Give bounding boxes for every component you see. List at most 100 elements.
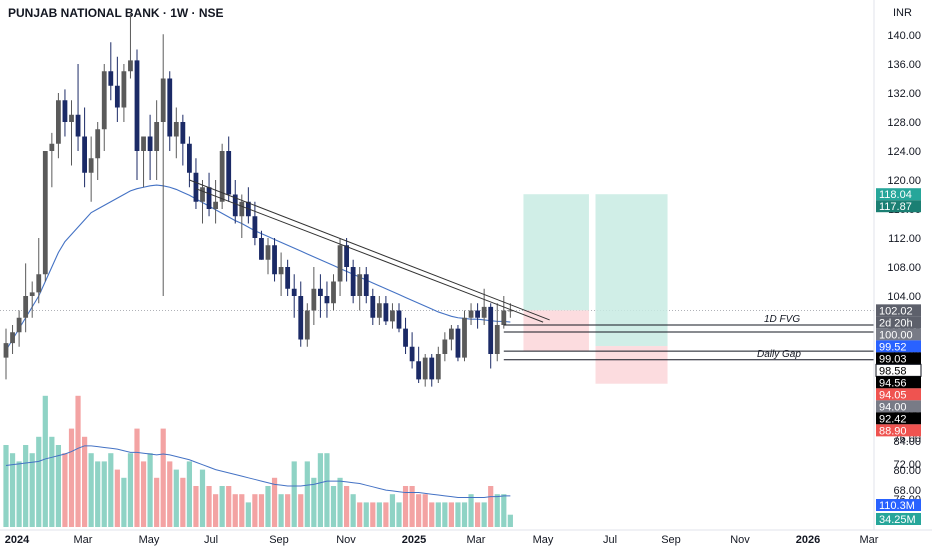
candle-body[interactable]: [324, 296, 330, 304]
candle-body[interactable]: [108, 71, 114, 86]
candle-body[interactable]: [160, 78, 166, 123]
candle-body[interactable]: [416, 361, 422, 380]
candle-body[interactable]: [29, 292, 35, 296]
candle-body[interactable]: [475, 310, 480, 318]
candle-body[interactable]: [442, 339, 448, 355]
volume-bar: [389, 494, 396, 527]
candle-body[interactable]: [82, 136, 87, 173]
candle-body[interactable]: [3, 343, 9, 358]
candle-body[interactable]: [357, 274, 363, 296]
candle-body[interactable]: [101, 71, 107, 130]
trendline-layer: [189, 179, 550, 323]
candle-body[interactable]: [134, 60, 140, 151]
candle-body[interactable]: [128, 60, 133, 72]
price-tick-label: 108.00: [887, 262, 921, 274]
candle-body[interactable]: [187, 143, 192, 173]
tp-zone-1[interactable]: [523, 194, 589, 311]
volume-bar: [494, 494, 500, 527]
candle-body[interactable]: [95, 129, 101, 159]
candle-body[interactable]: [114, 85, 120, 108]
candle-body[interactable]: [252, 216, 258, 238]
candle-body[interactable]: [507, 310, 513, 312]
candle-body[interactable]: [200, 187, 205, 202]
candle-body[interactable]: [344, 245, 349, 267]
candle-body[interactable]: [298, 296, 304, 340]
sl-zone-2[interactable]: [595, 346, 668, 384]
candle-body[interactable]: [16, 317, 22, 333]
candle-body[interactable]: [10, 332, 15, 344]
candle-body[interactable]: [383, 303, 389, 322]
candle-body[interactable]: [206, 187, 212, 209]
volume-bar: [278, 494, 284, 527]
candle-body[interactable]: [376, 303, 382, 318]
candle-body[interactable]: [154, 122, 160, 151]
candle-body[interactable]: [422, 357, 428, 380]
candle-body[interactable]: [265, 245, 271, 260]
candle-body[interactable]: [285, 267, 291, 289]
volume-bar: [49, 436, 55, 527]
candle-body[interactable]: [409, 346, 415, 362]
candles-layer: [3, 13, 513, 387]
volume-bar: [62, 453, 68, 527]
tp-zone-2[interactable]: [595, 194, 668, 347]
candle-body[interactable]: [213, 201, 218, 209]
candle-body[interactable]: [481, 306, 487, 318]
candle-body[interactable]: [226, 151, 232, 195]
volume-bar: [23, 445, 29, 527]
candle-body[interactable]: [88, 158, 94, 173]
candle-body[interactable]: [180, 122, 186, 144]
candle-body[interactable]: [167, 78, 173, 137]
volume-bar: [173, 469, 179, 527]
candle-body[interactable]: [331, 281, 336, 304]
candle-body[interactable]: [311, 288, 317, 311]
candle-body[interactable]: [494, 325, 500, 354]
candle-body[interactable]: [488, 306, 494, 354]
candle-body[interactable]: [501, 310, 507, 326]
candle-body[interactable]: [232, 194, 238, 217]
candle-body[interactable]: [147, 136, 153, 152]
candle-body[interactable]: [363, 274, 369, 296]
sl-zone-1[interactable]: [523, 310, 589, 352]
candle-body[interactable]: [36, 274, 42, 293]
candle-body[interactable]: [350, 267, 356, 296]
candle-body[interactable]: [396, 310, 402, 329]
candle-body[interactable]: [435, 354, 441, 380]
candle-body[interactable]: [173, 122, 179, 137]
candle-body[interactable]: [278, 267, 284, 275]
candle-body[interactable]: [403, 328, 408, 347]
candle-body[interactable]: [304, 310, 310, 340]
candle-body[interactable]: [193, 172, 199, 202]
candle-body[interactable]: [219, 151, 225, 202]
candle-body[interactable]: [272, 245, 277, 275]
candle-body[interactable]: [121, 71, 127, 108]
candle-body[interactable]: [429, 357, 435, 380]
candle-body[interactable]: [390, 310, 395, 322]
candle-body[interactable]: [462, 317, 467, 358]
candle-body[interactable]: [318, 288, 323, 296]
candle-body[interactable]: [75, 114, 81, 137]
candle-body[interactable]: [62, 100, 68, 122]
volume-tag-label: 34.25M: [879, 514, 916, 526]
candle-body[interactable]: [468, 310, 474, 318]
candle-body[interactable]: [69, 114, 74, 122]
candle-body[interactable]: [259, 238, 264, 260]
candle-body[interactable]: [455, 328, 461, 358]
trendline[interactable]: [189, 179, 550, 321]
candle-body[interactable]: [49, 143, 55, 151]
volume-bar: [285, 494, 291, 527]
candle-body[interactable]: [23, 296, 29, 318]
candle-body[interactable]: [239, 201, 245, 217]
volume-bar: [383, 502, 389, 527]
candle-body[interactable]: [56, 100, 61, 144]
candle-body[interactable]: [449, 328, 454, 340]
volume-bar: [127, 453, 134, 527]
candle-body[interactable]: [291, 288, 297, 296]
candle-body[interactable]: [42, 151, 48, 275]
candle-body[interactable]: [370, 296, 376, 318]
price-tag: [876, 424, 921, 437]
trendline[interactable]: [195, 188, 544, 323]
volume-bar: [82, 436, 88, 527]
candle-body[interactable]: [141, 136, 146, 152]
candle-body[interactable]: [337, 245, 343, 282]
